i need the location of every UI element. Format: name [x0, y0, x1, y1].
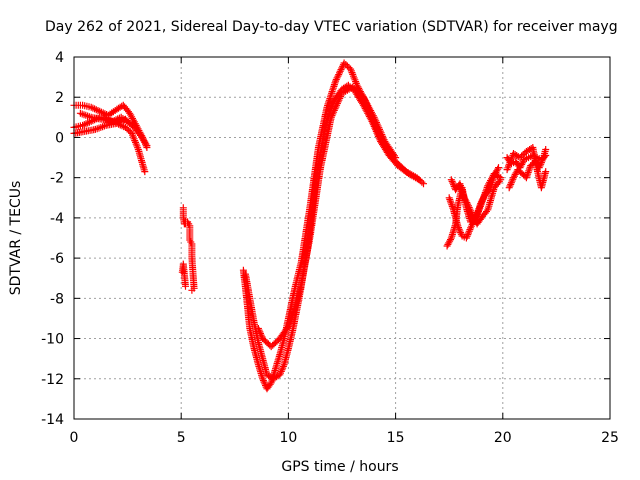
- y-tick-label: -12: [41, 372, 64, 388]
- data-point-markers: [447, 176, 505, 228]
- y-tick-label: 2: [55, 90, 64, 106]
- x-tick-label: 0: [70, 430, 79, 446]
- data-point-markers: [179, 204, 198, 294]
- x-tick-label: 25: [601, 430, 619, 446]
- x-tick-label: 10: [279, 430, 297, 446]
- y-tick-label: -10: [41, 332, 64, 348]
- x-tick-label: 20: [494, 430, 512, 446]
- series-arc-2: [179, 204, 198, 294]
- series-arc-2b: [178, 260, 189, 290]
- data-marks: [70, 59, 550, 393]
- series-arc-3c: [254, 83, 400, 351]
- y-tick-label: -2: [50, 171, 64, 187]
- series-arc-1d: [76, 109, 134, 127]
- plot-frame: [73, 56, 611, 420]
- y-tick-label: 4: [55, 50, 64, 66]
- y-tick-label: -14: [41, 412, 64, 428]
- data-point-markers: [503, 144, 550, 192]
- x-tick-label: 15: [387, 430, 405, 446]
- y-axis-label: SDTVAR / TECUs: [8, 181, 24, 296]
- y-tick-label: -4: [50, 211, 64, 227]
- chart-title: Day 262 of 2021, Sidereal Day-to-day VTE…: [45, 19, 618, 35]
- data-point-markers: [178, 260, 189, 290]
- y-tick-label: -8: [50, 291, 64, 307]
- x-axis-label: GPS time / hours: [281, 459, 398, 475]
- data-point-markers: [76, 109, 134, 127]
- data-point-markers: [254, 83, 400, 351]
- series-arc-4c: [447, 176, 505, 228]
- grid: [74, 57, 610, 419]
- y-tick-label: 0: [55, 130, 64, 146]
- x-tick-label: 5: [177, 430, 186, 446]
- series-arc-4f: [503, 144, 550, 192]
- y-tick-label: -6: [50, 251, 64, 267]
